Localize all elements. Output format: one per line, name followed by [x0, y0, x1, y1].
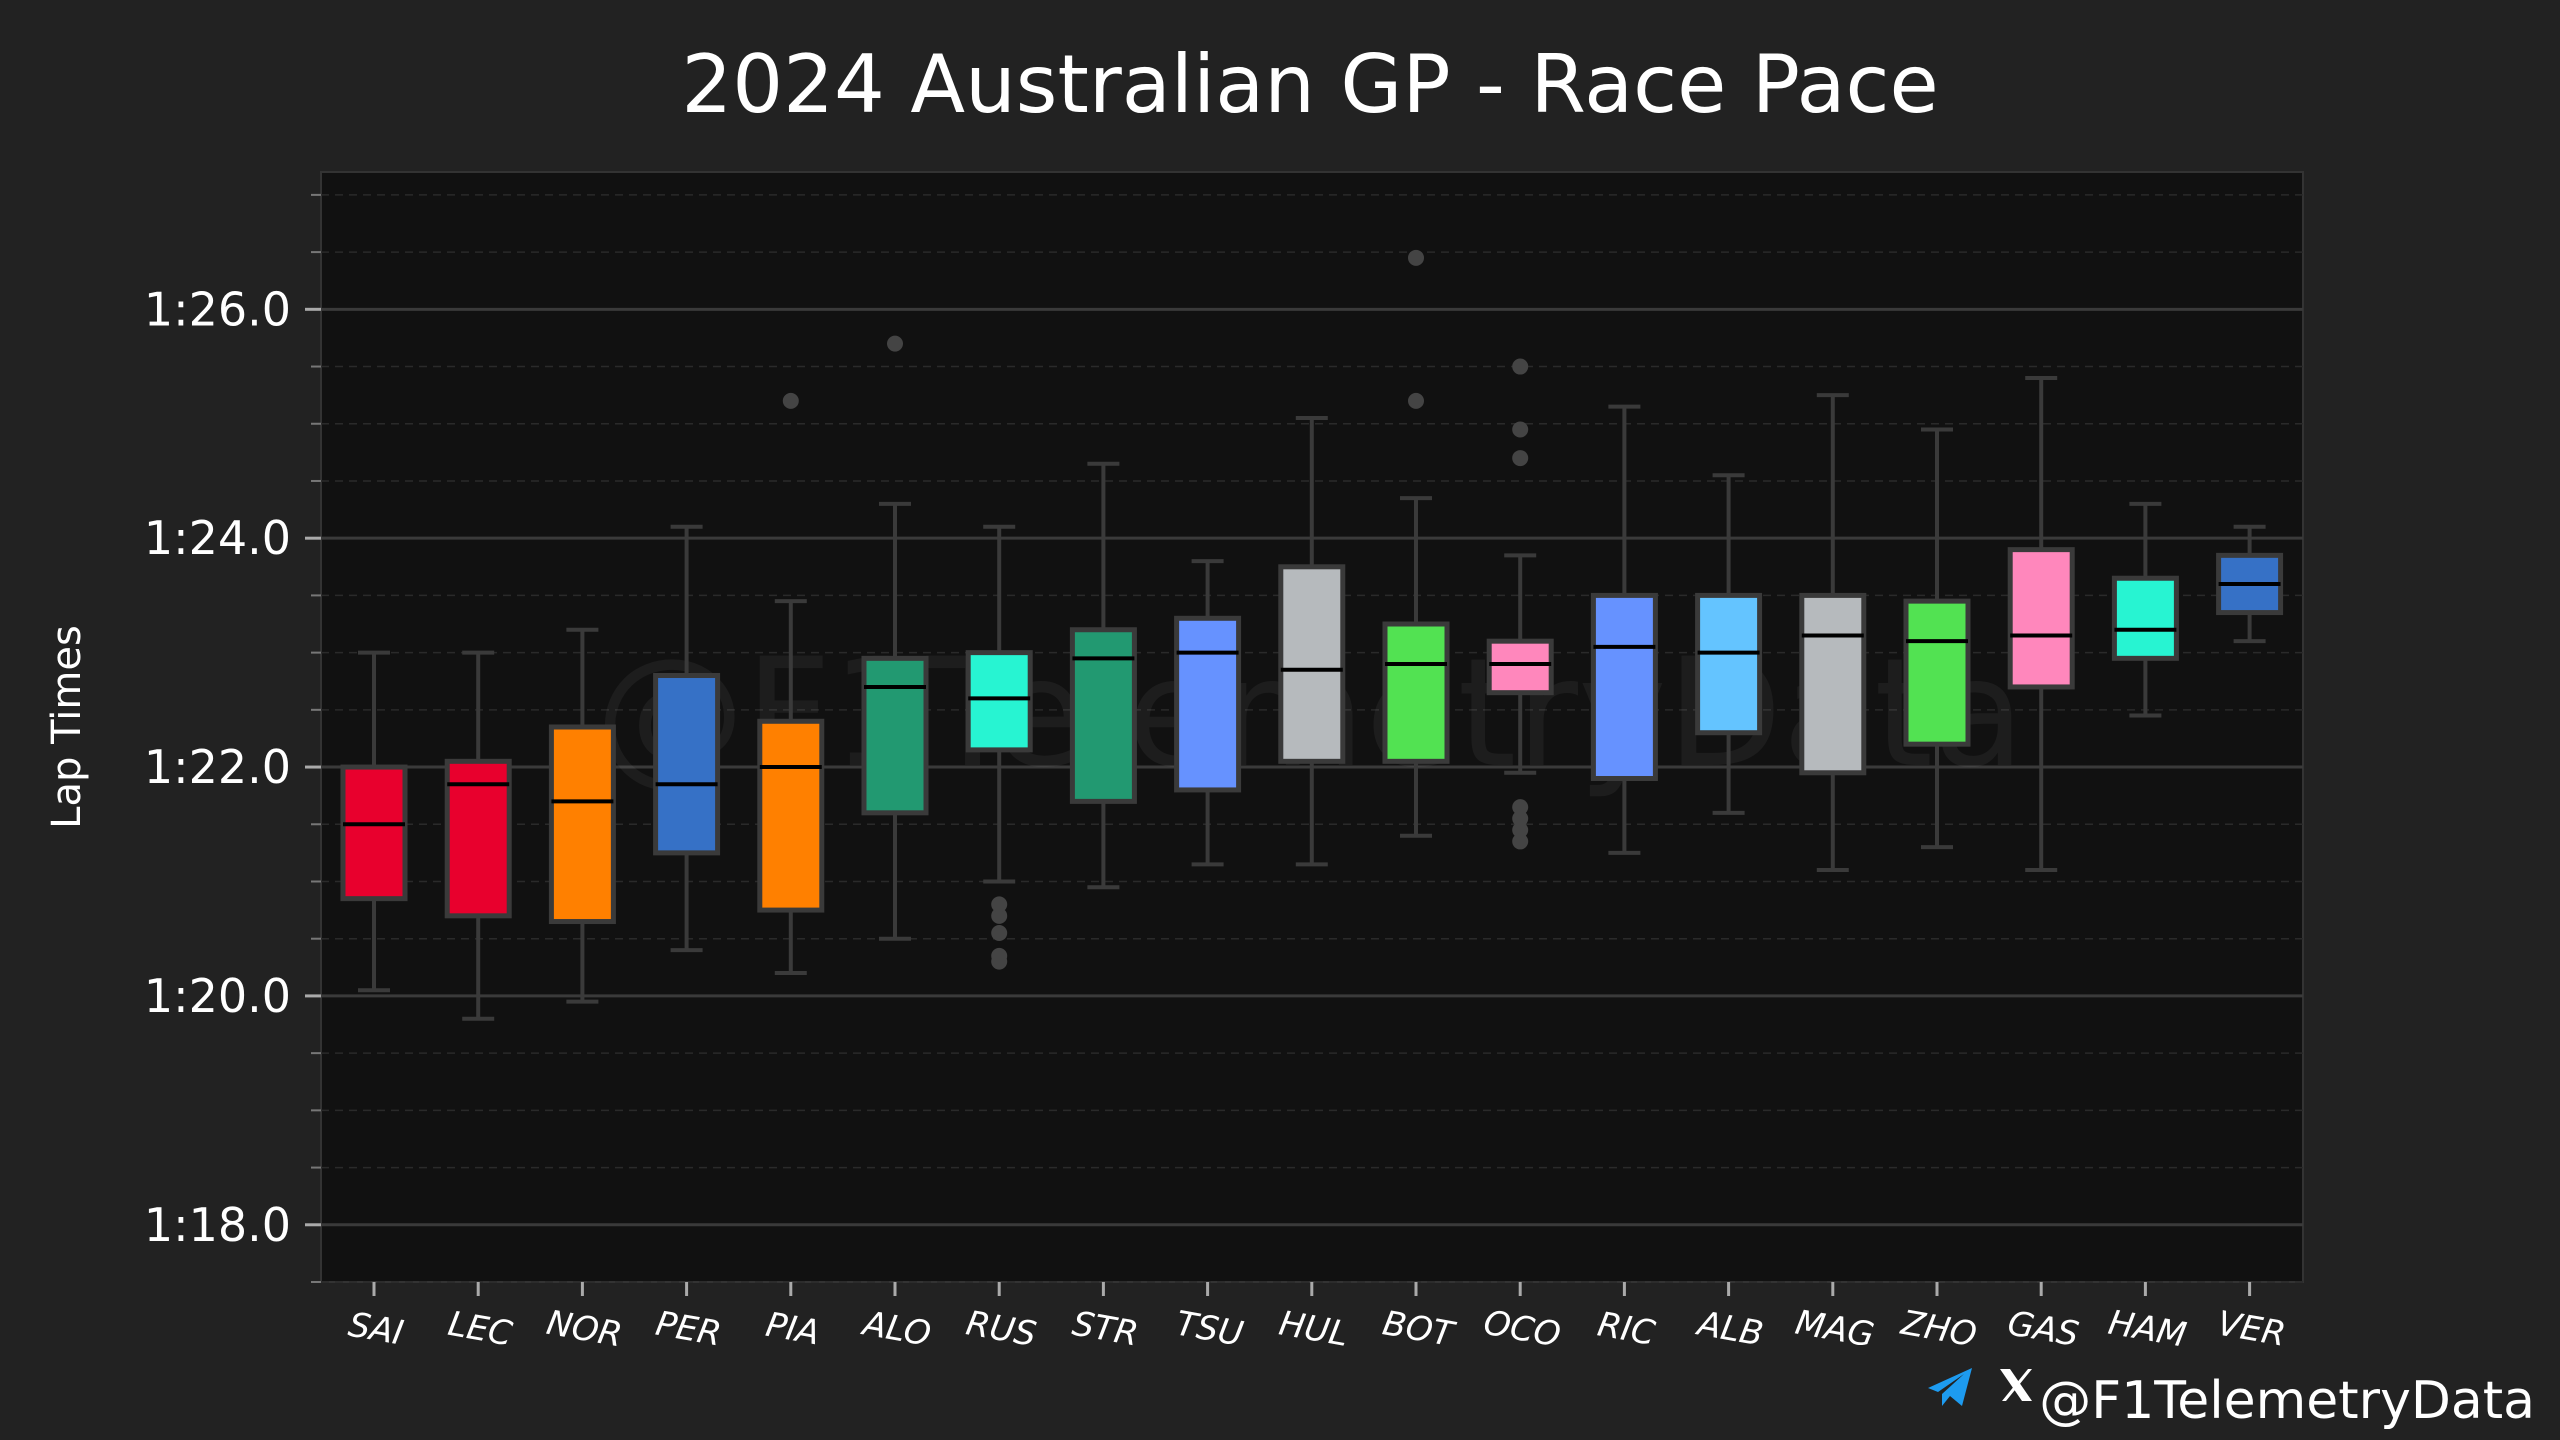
outlier-point [1512, 799, 1529, 816]
box-iqr [2007, 547, 2075, 690]
outlier-point [1408, 392, 1424, 409]
box-series [340, 249, 2284, 1021]
box-rus [965, 524, 1033, 970]
box-ric [1590, 404, 1658, 855]
box-alo [861, 335, 929, 941]
outlier-point [991, 907, 1008, 924]
box-ver [2216, 524, 2284, 644]
y-tick-label: 1:20.0 [144, 969, 291, 1023]
y-tick-label: 1:18.0 [144, 1198, 291, 1252]
outlier-point [991, 924, 1008, 941]
outlier-point [1512, 450, 1529, 467]
outlier-point [1512, 358, 1529, 375]
box-oco [1486, 358, 1554, 850]
outlier-point [991, 896, 1008, 913]
box-iqr [340, 764, 408, 902]
box-iqr [757, 718, 825, 913]
box-mag [1799, 393, 1867, 873]
box-iqr [548, 724, 616, 925]
box-iqr [861, 655, 929, 816]
box-tsu [1174, 559, 1242, 867]
chart-title: 2024 Australian GP - Race Pace [681, 38, 1938, 131]
y-axis-label: Lap Times [44, 625, 90, 829]
box-iqr [1069, 627, 1137, 804]
box-alb [1695, 473, 1763, 815]
x-tick-label: PIA [763, 1305, 823, 1354]
box-iqr [2111, 575, 2179, 661]
box-iqr [1382, 621, 1450, 764]
box-gas [2007, 375, 2075, 873]
box-iqr [965, 650, 1033, 753]
box-lec [444, 650, 512, 1021]
box-iqr [1903, 598, 1971, 747]
outlier-point [991, 947, 1008, 964]
box-pia [757, 392, 825, 976]
box-iqr [1590, 592, 1658, 781]
box-per [653, 524, 721, 953]
box-iqr [653, 673, 721, 856]
x-tick-label: RIC [1595, 1304, 1659, 1353]
box-hul [1278, 416, 1346, 867]
y-tick-label: 1:22.0 [144, 740, 291, 794]
y-tick-label: 1:26.0 [144, 282, 291, 336]
box-bot [1382, 249, 1450, 838]
x-icon [2000, 1369, 2032, 1401]
outlier-point [1512, 833, 1529, 850]
footer-watermark: @F1TelemetryData [1928, 1368, 2535, 1431]
box-iqr [1278, 564, 1346, 764]
box-iqr [1174, 615, 1242, 793]
y-tick-label: 1:24.0 [144, 511, 291, 565]
y-axis: 1:18.0 1:20.0 1:22.0 1:24.0 1:26.0 [144, 193, 321, 1283]
box-iqr [1799, 592, 1867, 776]
x-tick-label: SAI [345, 1305, 406, 1354]
telegram-icon [1928, 1368, 1972, 1406]
outlier-point [1512, 810, 1529, 827]
footer-handle: @F1TelemetryData [2039, 1371, 2535, 1431]
box-iqr [1695, 592, 1763, 736]
box-str [1069, 461, 1137, 890]
outlier-point [782, 392, 799, 409]
outlier-point [1512, 421, 1529, 438]
box-iqr [1486, 638, 1554, 696]
outlier-point [887, 335, 903, 352]
outlier-point [1512, 821, 1529, 838]
box-nor [548, 627, 616, 1004]
box-zho [1903, 427, 1971, 850]
box-ham [2111, 501, 2179, 718]
outlier-point [1408, 249, 1424, 266]
box-iqr [444, 758, 512, 919]
box-sai [340, 650, 408, 993]
